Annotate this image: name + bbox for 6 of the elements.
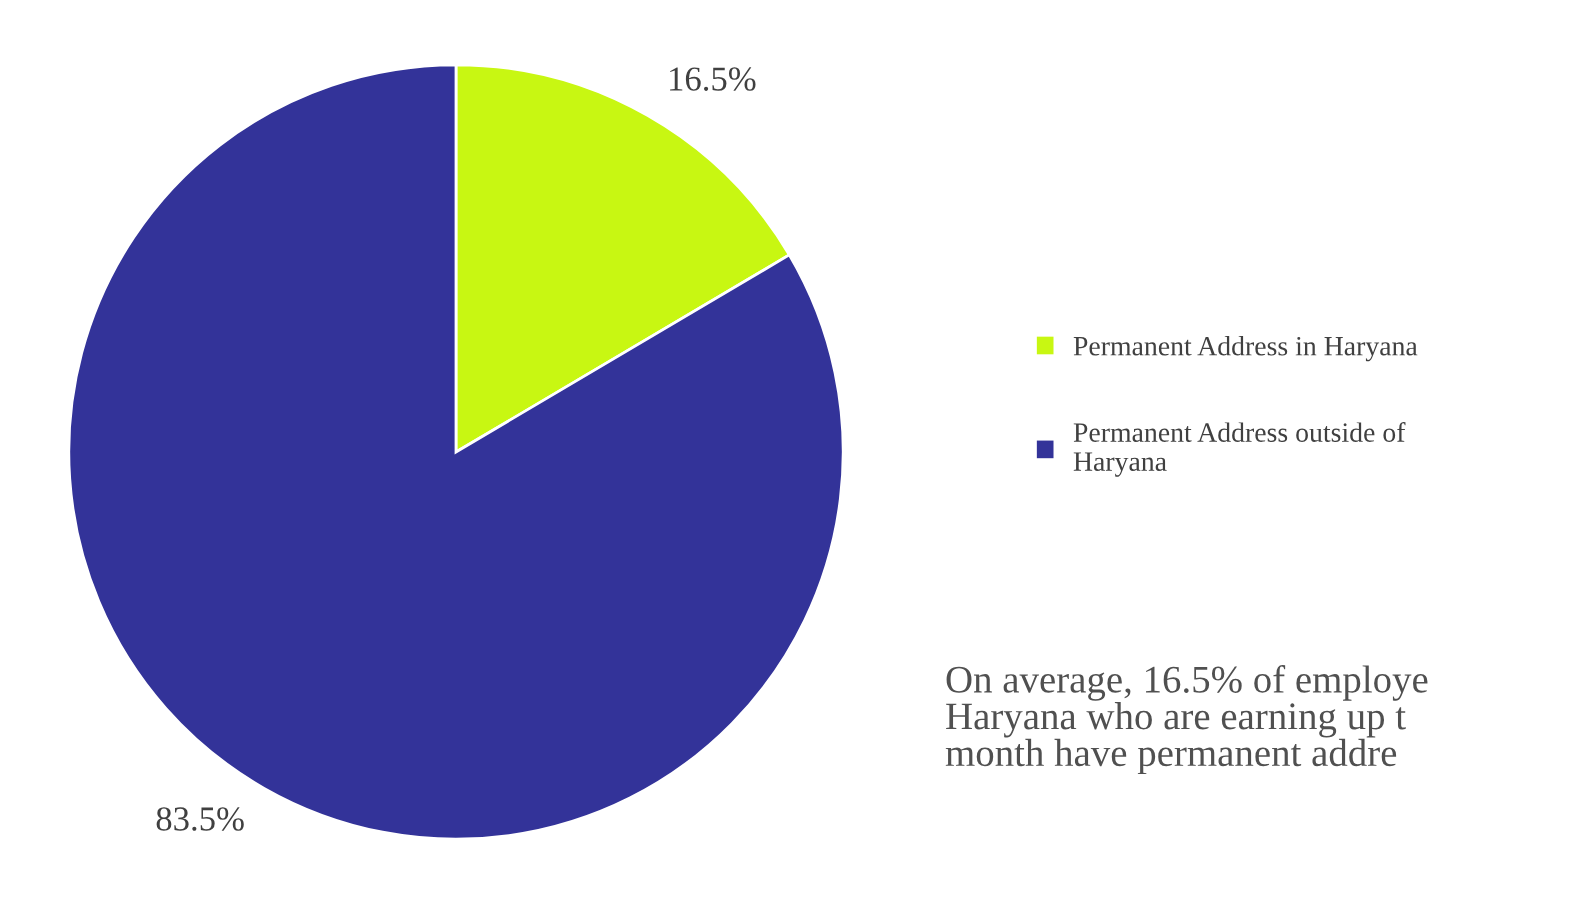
- legend-label: Permanent Address outside of Haryana: [1073, 422, 1406, 477]
- data-label: 83.5%: [156, 807, 244, 831]
- text: On average, 16.5% of employe Haryana who are earning up t month have permanent addre: [945, 665, 1428, 775]
- data-label: 16.5%: [670, 67, 756, 91]
- pie-slice: [67, 63, 845, 841]
- legend-label: Permanent Address in Haryana: [1073, 336, 1418, 362]
